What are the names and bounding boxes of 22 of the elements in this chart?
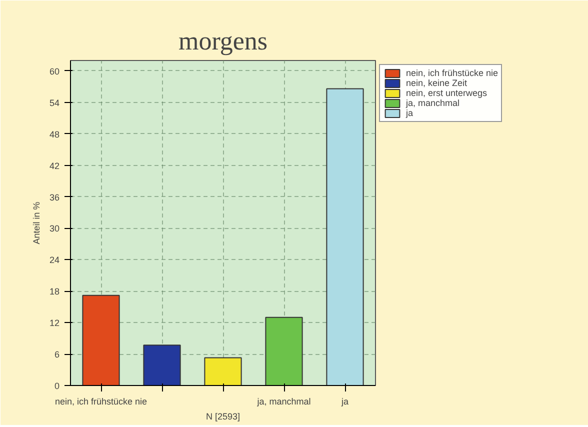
y-tick-label: 0 xyxy=(54,381,60,391)
legend-label: nein, keine Zeit xyxy=(406,78,468,88)
y-tick-label: 30 xyxy=(49,224,60,234)
y-tick-label: 48 xyxy=(49,129,60,140)
legend-label: ja, manchmal xyxy=(406,98,460,108)
x-tick-label: ja, manchmal xyxy=(256,396,311,406)
y-axis-title: Anteil in % xyxy=(31,202,42,244)
y-tick-label: 60 xyxy=(49,66,60,76)
y-tick-label: 54 xyxy=(49,98,60,108)
y-tick-label: 12 xyxy=(49,318,60,328)
x-tick-label: ja xyxy=(340,396,349,406)
y-tick-label: 36 xyxy=(49,192,60,202)
y-tick-label: 18 xyxy=(49,286,60,297)
legend-label: nein, ich frühstücke nie xyxy=(406,68,498,78)
legend-label: nein, erst unterwegs xyxy=(406,88,488,98)
x-axis-title: N [2593] xyxy=(206,412,240,422)
legend-label: ja xyxy=(406,108,414,118)
y-tick-label: 42 xyxy=(49,160,60,171)
y-tick-label: 24 xyxy=(49,255,60,266)
chart-title: morgens xyxy=(178,26,268,56)
y-tick-label: 6 xyxy=(54,350,60,360)
x-tick-label: nein, ich frühstücke nie xyxy=(54,396,148,406)
